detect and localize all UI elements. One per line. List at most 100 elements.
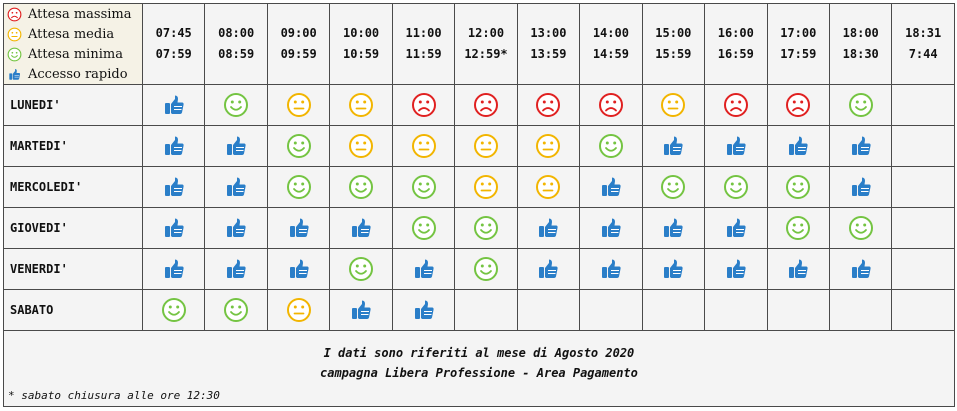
time-slot-end: 13:59 bbox=[530, 47, 567, 61]
thumbs-up-icon bbox=[539, 259, 559, 278]
wait-status-cell bbox=[204, 84, 268, 126]
day-row: GIOVEDI' bbox=[3, 207, 955, 249]
day-row: MERCOLEDI' bbox=[3, 166, 955, 208]
happy-face-icon bbox=[848, 93, 873, 117]
wait-status-cell bbox=[329, 125, 393, 167]
thumbs-up-icon bbox=[726, 136, 746, 155]
neutral-face-icon bbox=[473, 175, 498, 199]
happy-face-icon bbox=[473, 216, 498, 240]
wait-status-cell bbox=[579, 248, 643, 290]
wait-status-cell bbox=[141, 289, 206, 331]
wait-status-cell bbox=[704, 84, 768, 126]
legend-item: Attesa massima bbox=[4, 4, 142, 24]
thumbs-up-icon bbox=[851, 136, 871, 155]
time-slot-header: 15:00 15:59 bbox=[641, 3, 706, 85]
wait-status-cell bbox=[641, 125, 706, 167]
time-slot-header: 17:00 17:59 bbox=[766, 3, 830, 85]
wait-status-cell bbox=[766, 84, 830, 126]
waiting-times-table: Attesa massima Attesa media Attesa minima A… bbox=[3, 3, 955, 407]
wait-status-cell bbox=[516, 207, 581, 249]
wait-status-cell bbox=[454, 289, 518, 331]
thumbs-up-icon bbox=[851, 259, 871, 278]
wait-status-cell bbox=[141, 84, 206, 126]
happy-face-icon bbox=[661, 175, 686, 199]
wait-status-cell bbox=[828, 125, 893, 167]
sad-face-icon bbox=[411, 93, 436, 117]
wait-status-cell bbox=[766, 207, 830, 249]
footer-campaign: campagna Libera Professione - Area Pagam… bbox=[320, 366, 638, 380]
wait-status-cell bbox=[704, 166, 768, 208]
happy-face-icon bbox=[598, 134, 623, 158]
happy-face-icon bbox=[286, 134, 311, 158]
sad-face-icon bbox=[598, 93, 623, 117]
thumbs-up-icon bbox=[289, 259, 309, 278]
day-row: SABATO bbox=[3, 289, 955, 331]
neutral-face-icon bbox=[473, 134, 498, 158]
day-row: LUNEDI' bbox=[3, 84, 955, 126]
wait-status-cell bbox=[891, 125, 955, 167]
time-slot-header: 10:00 10:59 bbox=[329, 3, 393, 85]
legend-label: Attesa minima bbox=[28, 46, 123, 62]
wait-status-cell bbox=[516, 84, 581, 126]
time-slot-start: 14:00 bbox=[592, 26, 629, 40]
wait-status-cell bbox=[266, 84, 331, 126]
time-slot-start: 17:00 bbox=[780, 26, 817, 40]
wait-status-cell bbox=[454, 125, 518, 167]
wait-status-cell bbox=[828, 84, 893, 126]
wait-status-cell bbox=[266, 166, 331, 208]
wait-status-cell bbox=[266, 289, 331, 331]
time-slot-end: 7:44 bbox=[908, 47, 938, 61]
wait-status-cell bbox=[891, 207, 955, 249]
time-slot-end: 16:59 bbox=[717, 47, 754, 61]
wait-status-cell bbox=[641, 84, 706, 126]
wait-status-cell bbox=[329, 207, 393, 249]
wait-status-cell bbox=[704, 207, 768, 249]
day-row: MARTEDI' bbox=[3, 125, 955, 167]
happy-face-icon bbox=[349, 175, 374, 199]
happy-face-icon bbox=[161, 298, 186, 322]
happy-face-icon bbox=[286, 175, 311, 199]
wait-status-cell bbox=[641, 289, 706, 331]
wait-status-cell bbox=[828, 166, 893, 208]
time-slot-start: 18:00 bbox=[842, 26, 879, 40]
thumbs-up-icon bbox=[664, 218, 683, 237]
neutral-face-icon bbox=[349, 134, 374, 158]
neutral-face-icon bbox=[536, 175, 561, 199]
wait-status-cell bbox=[579, 207, 643, 249]
time-slot-end: 10:59 bbox=[343, 47, 380, 61]
wait-status-cell bbox=[329, 248, 393, 290]
thumbs-up-icon bbox=[726, 218, 746, 237]
thumbs-up-icon bbox=[352, 300, 371, 319]
thumbs-up-icon bbox=[164, 136, 184, 155]
wait-status-cell bbox=[766, 248, 830, 290]
wait-status-cell bbox=[204, 207, 268, 249]
wait-status-cell bbox=[204, 289, 268, 331]
sad-face-icon bbox=[536, 93, 561, 117]
legend-item: Accesso rapido bbox=[4, 64, 142, 84]
wait-status-cell bbox=[828, 207, 893, 249]
day-label: MARTEDI' bbox=[3, 125, 143, 167]
time-slot-start: 08:00 bbox=[218, 26, 255, 40]
wait-status-cell bbox=[204, 125, 268, 167]
wait-status-cell bbox=[516, 289, 581, 331]
saturday-note: * sabato chiusura alle ore 12:30 bbox=[8, 389, 220, 402]
thumbs-up-icon bbox=[601, 177, 621, 196]
wait-status-cell bbox=[329, 166, 393, 208]
footer-period: I dati sono riferiti al mese di Agosto 2… bbox=[323, 346, 635, 360]
wait-status-cell bbox=[891, 248, 955, 290]
thumbs-up-icon bbox=[164, 259, 184, 278]
time-slot-end: 17:59 bbox=[780, 47, 817, 61]
sad-face-icon bbox=[7, 7, 22, 21]
time-slot-header: 18:31 7:44 bbox=[891, 3, 955, 85]
legend-label: Accesso rapido bbox=[28, 66, 128, 82]
wait-status-cell bbox=[391, 248, 456, 290]
wait-status-cell bbox=[141, 125, 206, 167]
happy-face-icon bbox=[7, 47, 22, 61]
sad-face-icon bbox=[473, 93, 498, 117]
wait-status-cell bbox=[579, 125, 643, 167]
wait-status-cell bbox=[891, 289, 955, 331]
legend: Attesa massima Attesa media Attesa minima A… bbox=[3, 3, 143, 85]
time-slot-header: 11:00 11:59 bbox=[391, 3, 456, 85]
thumbs-up-icon bbox=[789, 136, 808, 155]
time-slot-end: 18:30 bbox=[842, 47, 879, 61]
